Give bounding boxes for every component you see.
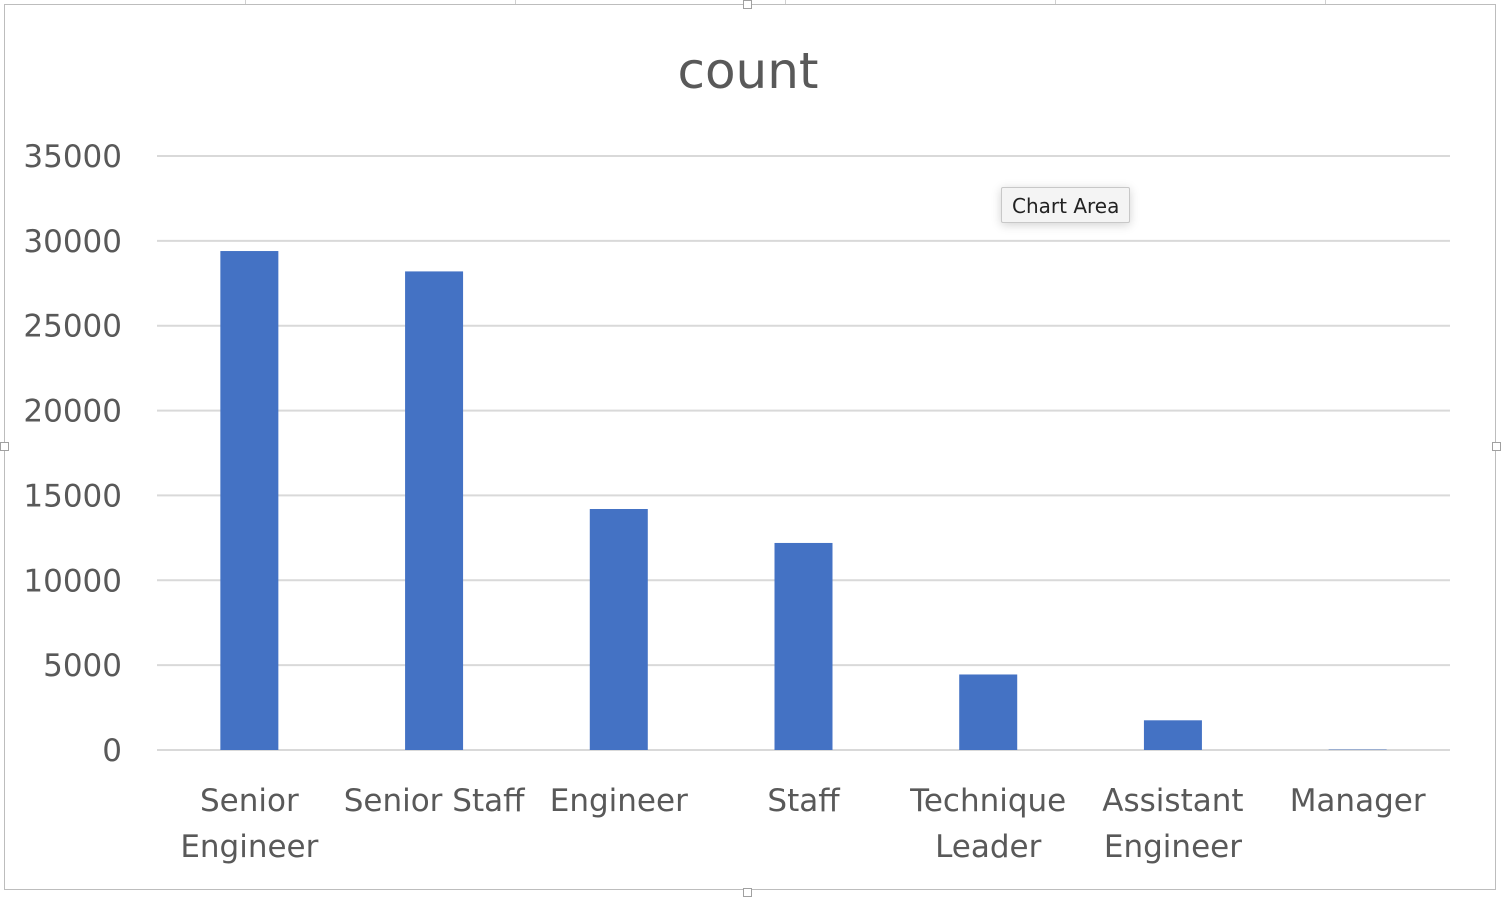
column-divider xyxy=(785,0,786,4)
y-tick-label: 20000 xyxy=(23,394,122,430)
y-tick-label: 5000 xyxy=(43,648,122,684)
chart-area-tooltip: Chart Area xyxy=(1001,187,1131,223)
y-tick-label: 30000 xyxy=(23,224,122,260)
chart-title[interactable]: count xyxy=(677,42,818,100)
x-category-label: Leader xyxy=(935,829,1042,865)
x-category-label: Manager xyxy=(1290,783,1426,819)
x-category-label: Engineer xyxy=(550,783,688,819)
y-tick-label: 0 xyxy=(102,733,122,769)
bar[interactable] xyxy=(1143,720,1202,750)
resize-handle-right[interactable] xyxy=(1492,442,1501,451)
column-divider xyxy=(1325,0,1326,4)
resize-handle-bottom[interactable] xyxy=(743,888,752,897)
y-tick-label: 15000 xyxy=(23,478,122,514)
x-axis-category-labels: Senior Engineer Senior Staff Engineer Staff T… xyxy=(180,783,1426,865)
bar[interactable] xyxy=(405,271,464,750)
x-category-label: Technique xyxy=(909,783,1066,819)
resize-handle-left[interactable] xyxy=(0,442,9,451)
column-divider xyxy=(245,0,246,4)
y-tick-label: 25000 xyxy=(23,309,122,345)
x-category-label: Senior Staff xyxy=(344,783,525,819)
bar[interactable] xyxy=(589,509,648,750)
y-tick-label: 35000 xyxy=(23,139,122,175)
y-axis-tick-labels: 0 5000 10000 15000 20000 25000 30000 35000 xyxy=(23,139,122,769)
bar[interactable] xyxy=(774,542,833,750)
bars xyxy=(220,251,1387,751)
column-divider xyxy=(515,0,516,4)
resize-handle-top[interactable] xyxy=(743,0,752,9)
x-category-label: Assistant xyxy=(1102,783,1243,819)
x-category-label: Staff xyxy=(767,783,840,819)
bar[interactable] xyxy=(959,674,1018,750)
y-tick-label: 10000 xyxy=(23,563,122,599)
column-divider xyxy=(1055,0,1056,4)
x-category-label: Senior xyxy=(200,783,299,819)
x-category-label: Engineer xyxy=(1104,829,1242,865)
bar[interactable] xyxy=(220,251,279,751)
x-category-label: Engineer xyxy=(180,829,318,865)
